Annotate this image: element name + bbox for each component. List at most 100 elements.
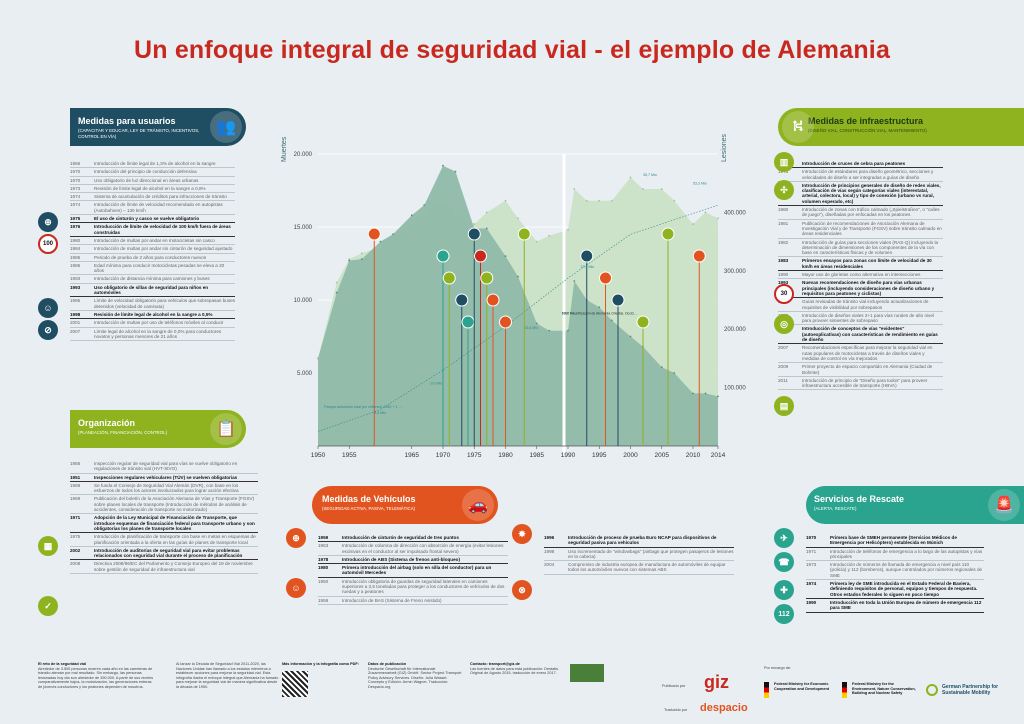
item-year: 1990 [806, 599, 817, 605]
child-seat-icon: ☺ [38, 298, 58, 318]
point-lesiones [317, 357, 319, 360]
point-lesiones [410, 223, 413, 225]
list-item: 1986 Periodo de prueba de 2 años para con… [70, 254, 235, 262]
item-text: Sistema de acumulación de créditos para … [94, 194, 227, 200]
item-year: 1974 [70, 202, 81, 208]
event-marker [661, 227, 675, 241]
list-item: 1969 Se funda el Consejo de Seguridad Via… [70, 482, 258, 496]
item-text: Uso obligatorio de sillas de seguridad p… [94, 284, 209, 296]
item-text: Primera base de SMEH permanente (Servici… [830, 535, 957, 546]
seatbelt-icon: ⊕ [286, 528, 306, 548]
list-item: 1959 Introducción de cinturón de segurida… [318, 534, 508, 543]
event-marker [442, 271, 456, 285]
ytick-left: 15.000 [294, 225, 313, 231]
list-item: 1977Introducción de principios generales… [778, 182, 943, 207]
list-item: 1970 Primera base de SMEH permanente (Ser… [806, 534, 984, 548]
item-text: Introducción de límite de velocidad reco… [94, 202, 223, 213]
item-text: Introducción de ABS (Sistema de frenos a… [342, 556, 460, 562]
point-muertes [360, 258, 363, 261]
item-text: Publicación del boletín de la Asociación… [94, 496, 255, 513]
list-vehiculos-1: 1959 Introducción de cinturón de segurida… [318, 534, 508, 605]
panel-title: Medidas de infraestructura [808, 116, 924, 126]
footer-col1-title: El reto de la seguridad vial [38, 662, 87, 666]
item-year: 1956 [70, 461, 81, 466]
airbag-icon: ☺ [286, 578, 306, 598]
item-text: Inspección regular de seguridad vial par… [94, 461, 238, 472]
item-year: 1971 [70, 515, 81, 521]
event-marker [580, 249, 594, 263]
list-item: 1964Introducción de cruces de cebra para… [778, 160, 943, 169]
point-muertes [423, 204, 426, 206]
item-year: 2002 [70, 547, 81, 553]
item-year: 1976 [70, 224, 81, 230]
list-item: 1998 Uso incrementado de "windowbags" (ai… [544, 548, 734, 562]
point-muertes [392, 233, 394, 236]
ytick-right: 300.000 [724, 269, 746, 275]
list-item: 1995 Límite de velocidad obligatorio para… [70, 297, 235, 311]
event-marker [461, 315, 475, 329]
item-year: 1969 [70, 496, 81, 502]
list-org: 1956 Inspección regular de seguridad vial… [70, 460, 258, 575]
xtick-label: 1970 [436, 452, 451, 459]
point-muertes [410, 214, 413, 217]
item-year: 1982 [778, 239, 789, 245]
event-marker [474, 249, 487, 263]
xtick-label: 1965 [405, 452, 420, 459]
encargo-label: Por encargo de: [764, 666, 792, 670]
xtick-label: 1995 [592, 452, 607, 459]
item-text: Introducción de planificación de transpo… [94, 534, 256, 545]
point-muertes [717, 395, 719, 398]
item-text: Inspecciones regulares vehiculares (TÜV)… [94, 474, 238, 480]
item-text: Introducción del principio de conducción… [94, 169, 197, 175]
item-year: 1970 [70, 169, 81, 175]
point-lesiones [598, 199, 601, 202]
list-item: 1975 Introducción de planificación de tra… [70, 533, 258, 547]
item-text: Introducción de proceso de prueba Euro N… [568, 535, 717, 546]
list-item: 1973 Introducción de números de llamada d… [806, 561, 984, 581]
item-year: 1993 [778, 280, 789, 286]
point-muertes [673, 372, 676, 374]
point-muertes [517, 275, 519, 278]
item-year: 2008 [70, 561, 81, 567]
list-item: 1966 Introducción de límite legal de 1,3%… [70, 160, 235, 169]
point-lesiones [485, 211, 488, 214]
item-year: 2004 [544, 562, 555, 568]
item-year: 1970 [806, 535, 817, 540]
event-marker [611, 293, 625, 307]
point-muertes [692, 392, 694, 395]
footer-col1: El reto de la seguridad vial Alrededor d… [38, 662, 156, 690]
panel-title: Servicios de Rescate [814, 494, 905, 504]
point-muertes [573, 280, 576, 282]
footer-col3-title: Más información y la infografía como PDF… [282, 662, 360, 666]
helicopter-icon: ✈ [774, 528, 794, 548]
list-item: 1974 Primera ley de SME introducida en el… [806, 580, 984, 599]
item-text: Introducción de principios generales de … [802, 182, 941, 204]
item-year: 1986 [70, 254, 81, 260]
item-year: 1981 [778, 220, 789, 226]
panel-subtitle: (PLANEACIÓN, FINANCIACIÓN, CONTROL) [78, 430, 168, 435]
item-text: Introducción obligatoria de guardas de s… [342, 578, 505, 595]
point-lesiones [379, 246, 382, 249]
list-item: 2004 Compromiso de industria europea de m… [544, 561, 734, 575]
gpsm-logo [926, 684, 938, 696]
item-text: Primeros ensayos para zonas con límite d… [802, 258, 932, 269]
item-year: 1974 [70, 194, 81, 200]
item-year: 1966 [70, 161, 81, 166]
item-text: Recomendaciones específicas para mejorar… [802, 345, 933, 361]
page-title: Un enfoque integral de seguridad vial - … [133, 36, 891, 64]
item-text: Introducción de zonas con tráfico calmad… [802, 207, 940, 218]
point-muertes [454, 170, 457, 173]
abs-icon: ⊗ [512, 580, 532, 600]
list-item: 2006Introducción de conceptos de vías "e… [778, 325, 943, 345]
point-lesiones [673, 199, 676, 202]
point-muertes [379, 240, 382, 243]
item-year: 1974 [806, 581, 817, 587]
item-year: 1963 [318, 543, 329, 549]
list-item: 1970 Introducción del principio de conduc… [70, 168, 235, 177]
item-text: Introducción de distancia mínima para ca… [94, 276, 210, 282]
list-item: 1951 Inspecciones regulares vehiculares (… [70, 474, 258, 482]
point-muertes [335, 291, 338, 294]
item-text: Primer proyecto de espacio compartido en… [802, 364, 933, 375]
qr-code[interactable] [282, 670, 308, 697]
footer-col4-title: Datos de publicación [368, 662, 407, 666]
